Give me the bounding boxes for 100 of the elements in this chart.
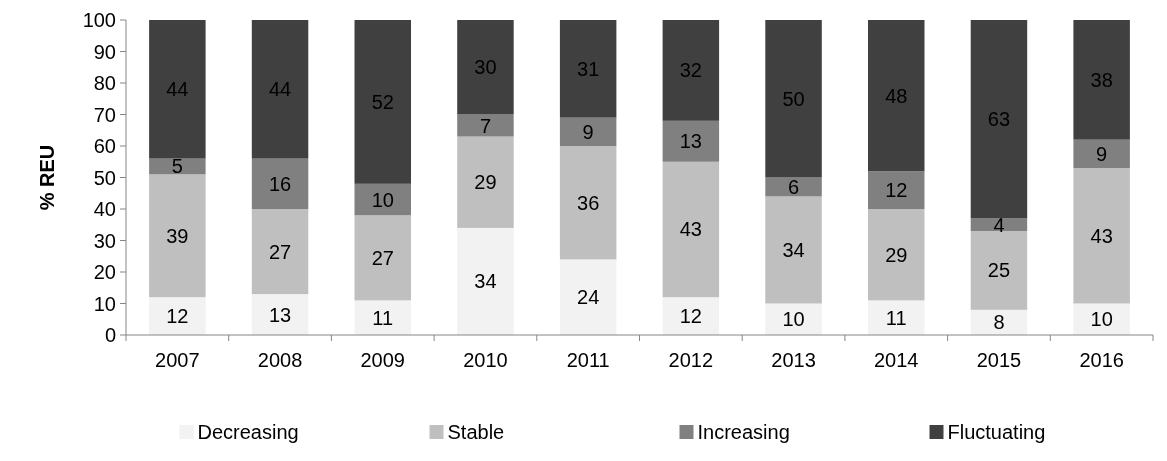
- bar: [457, 114, 514, 137]
- data-label: 29: [474, 171, 497, 194]
- data-label: 44: [268, 78, 292, 101]
- x-tick-label: 2014: [874, 349, 919, 371]
- data-label: 4: [993, 213, 1005, 236]
- data-label: 13: [679, 130, 702, 153]
- data-label: 43: [679, 218, 702, 241]
- data-label: 39: [166, 224, 189, 247]
- x-tick-label: 2012: [668, 349, 714, 371]
- data-label: 34: [782, 238, 805, 261]
- data-label: 7: [479, 114, 492, 137]
- data-label: 11: [372, 306, 394, 329]
- bar: [354, 215, 411, 301]
- data-label: 10: [371, 188, 394, 211]
- bar: [868, 209, 925, 301]
- bar: [1073, 20, 1130, 140]
- y-tick-label: 10: [93, 292, 116, 315]
- bar: [559, 117, 617, 146]
- bar: [149, 174, 206, 298]
- data-label: 44: [166, 78, 189, 101]
- data-label: 50: [782, 87, 805, 110]
- bar: [662, 297, 720, 335]
- bar: [354, 20, 411, 184]
- data-label: 36: [577, 191, 600, 214]
- x-tick-label: 2013: [771, 349, 816, 371]
- data-label: 6: [787, 175, 800, 198]
- bar: [149, 20, 206, 159]
- x-tick-label: 2016: [1079, 349, 1124, 371]
- bar: [251, 294, 309, 335]
- data-label: 29: [885, 243, 908, 266]
- bar: [662, 20, 720, 121]
- data-label: 48: [885, 84, 908, 107]
- data-label: 30: [474, 56, 497, 79]
- y-tick-label: 80: [93, 72, 116, 94]
- data-label: 31: [577, 57, 600, 80]
- data-label: 52: [371, 90, 394, 113]
- y-tick-label: 100: [82, 9, 116, 31]
- y-axis-title: % REU: [36, 144, 58, 211]
- y-tick-label: 90: [93, 40, 116, 63]
- data-label: 27: [268, 240, 292, 263]
- data-label: 43: [1090, 224, 1113, 247]
- y-tick-label: 50: [93, 166, 116, 189]
- bar: [457, 136, 514, 228]
- data-label: 12: [885, 179, 908, 202]
- data-label: 63: [987, 108, 1011, 131]
- data-label: 5: [171, 155, 183, 178]
- data-label: 24: [577, 286, 600, 309]
- data-label: 25: [987, 259, 1011, 282]
- bar: [559, 146, 617, 260]
- x-tick-label: 2010: [463, 349, 508, 371]
- bar: [765, 196, 822, 304]
- bar: [457, 20, 514, 115]
- y-tick-label: 70: [93, 103, 116, 126]
- legend-label: Decreasing: [197, 421, 299, 443]
- bar: [251, 20, 309, 159]
- data-label: 16: [268, 172, 292, 195]
- x-tick-label: 2015: [976, 349, 1022, 371]
- bar: [559, 259, 617, 335]
- bar: [354, 300, 411, 335]
- y-tick-label: 20: [93, 261, 116, 283]
- bar: [149, 297, 206, 335]
- bar: [970, 20, 1028, 219]
- y-tick-label: 40: [93, 198, 116, 220]
- legend-label: Fluctuating: [947, 421, 1046, 443]
- data-label: 27: [371, 246, 394, 269]
- legend-label: Increasing: [697, 421, 790, 443]
- x-tick-label: 2008: [257, 349, 303, 371]
- bar: [868, 300, 925, 335]
- data-label: 10: [1090, 308, 1113, 331]
- y-tick-label: 0: [104, 324, 116, 346]
- bar: [970, 231, 1028, 310]
- data-label: 12: [166, 305, 189, 328]
- bar: [251, 158, 309, 209]
- data-label: 34: [474, 270, 497, 293]
- data-label: 8: [993, 311, 1005, 334]
- y-tick-label: 60: [93, 135, 116, 157]
- y-tick-label: 30: [93, 229, 116, 252]
- data-label: 10: [782, 308, 805, 331]
- bar: [251, 209, 309, 295]
- data-label: 32: [679, 59, 702, 82]
- data-label: 9: [582, 120, 594, 143]
- bar: [1073, 168, 1130, 304]
- data-label: 38: [1090, 68, 1113, 91]
- data-label: 9: [1096, 142, 1108, 165]
- bar: [1073, 139, 1130, 169]
- x-tick-label: 2007: [155, 349, 200, 371]
- x-tick-label: 2011: [566, 349, 610, 371]
- data-label: 13: [268, 303, 292, 326]
- bar: [559, 20, 617, 118]
- bar: [868, 171, 925, 209]
- data-label: 12: [679, 305, 702, 328]
- bar: [662, 161, 720, 298]
- bar: [765, 20, 822, 178]
- bar: [457, 227, 514, 335]
- bar: [868, 20, 925, 172]
- x-tick-label: 2009: [360, 349, 405, 371]
- bar: [662, 120, 720, 162]
- bar: [970, 218, 1028, 232]
- legend-label: Stable: [447, 421, 505, 443]
- data-label: 11: [885, 306, 907, 329]
